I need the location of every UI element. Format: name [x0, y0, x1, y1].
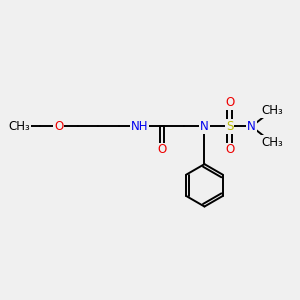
Text: O: O: [225, 143, 234, 157]
Text: S: S: [226, 120, 233, 133]
Text: O: O: [54, 120, 63, 133]
Text: CH₃: CH₃: [261, 104, 283, 117]
Text: O: O: [225, 96, 234, 110]
Text: O: O: [157, 143, 167, 157]
Text: NH: NH: [131, 120, 148, 133]
Text: N: N: [200, 120, 209, 133]
Text: CH₃: CH₃: [261, 136, 283, 149]
Text: N: N: [247, 120, 256, 133]
Text: CH₃: CH₃: [8, 120, 30, 133]
